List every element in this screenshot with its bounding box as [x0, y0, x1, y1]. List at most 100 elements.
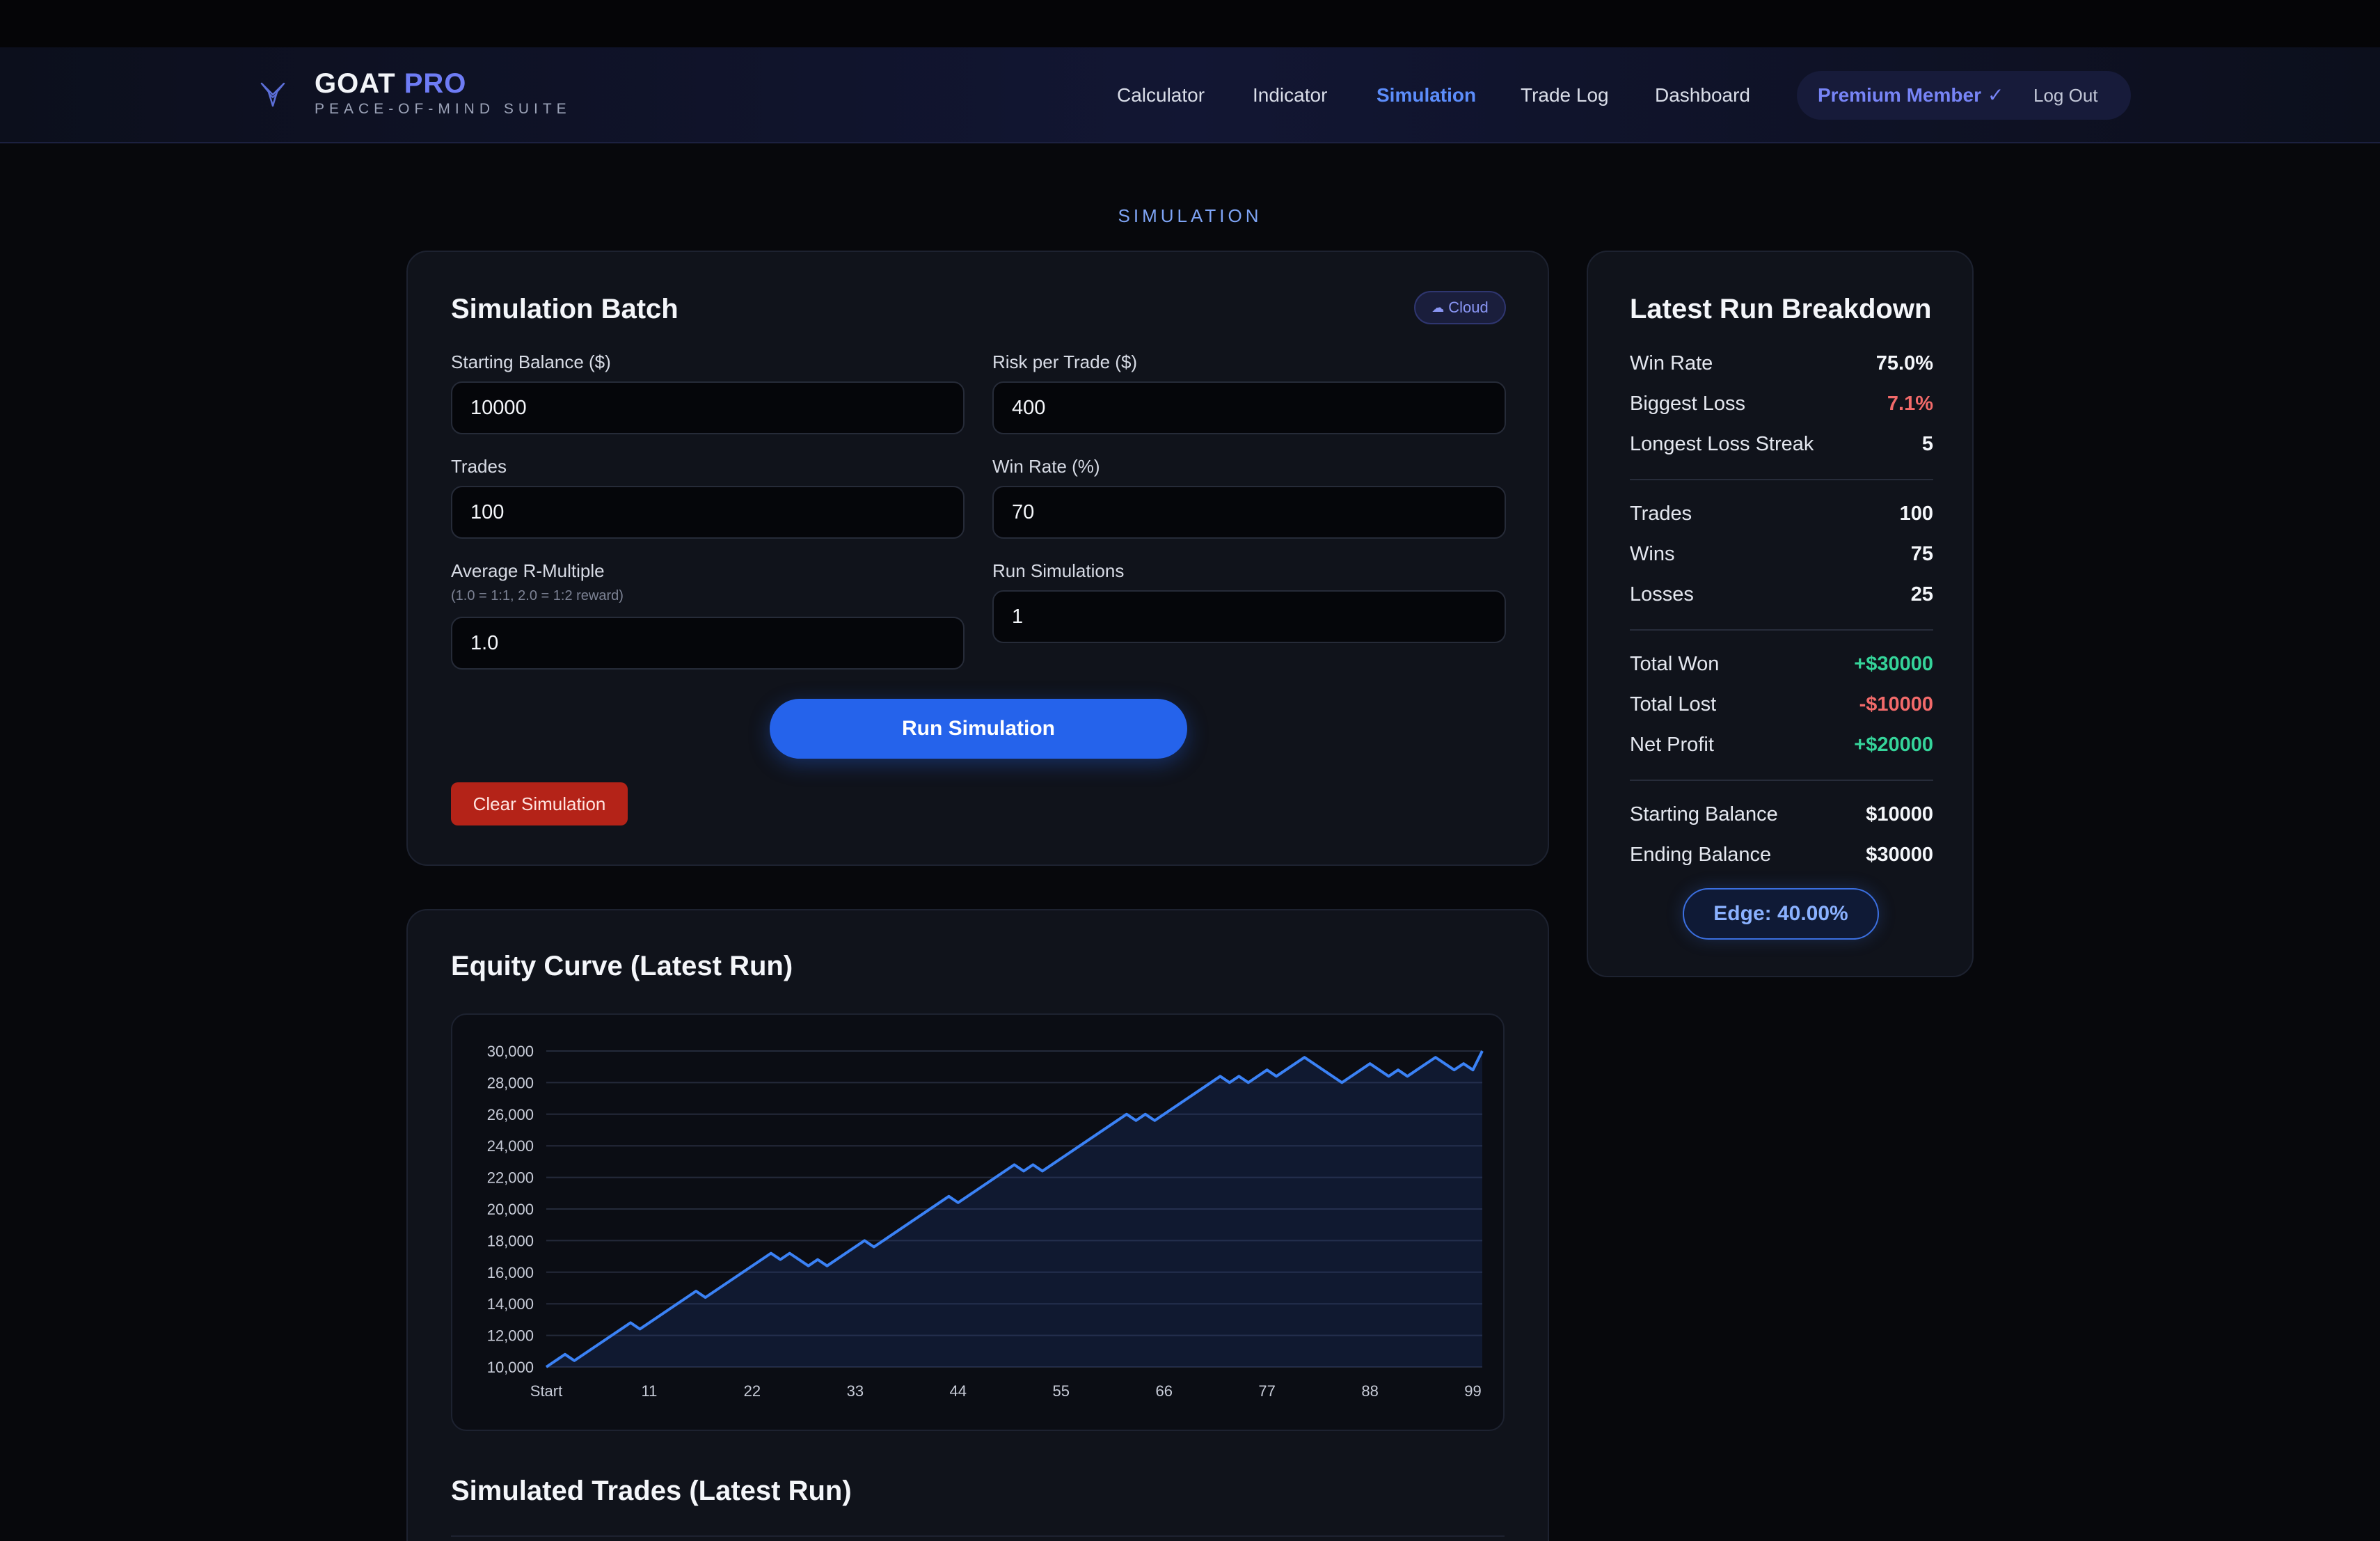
check-icon: ✓ — [1988, 84, 2004, 106]
y-tick-label: 20,000 — [487, 1201, 534, 1218]
cloud-badge: ☁ Cloud — [1414, 291, 1506, 324]
logout-button[interactable]: Log Out — [2033, 85, 2098, 106]
win-rate-input[interactable] — [992, 486, 1506, 539]
stat-longest-loss-streak: Longest Loss Streak 5 — [1630, 430, 1933, 458]
trades-input[interactable] — [451, 486, 965, 539]
nav-dashboard[interactable]: Dashboard — [1655, 84, 1750, 106]
stat-value: -$10000 — [1859, 693, 1933, 716]
brand-name: GOAT PRO — [315, 68, 467, 99]
x-tick-label: 66 — [1155, 1382, 1172, 1400]
stat-label: Wins — [1630, 543, 1675, 565]
stat-value: +$20000 — [1854, 734, 1933, 756]
avg-r-multiple-input[interactable] — [451, 617, 965, 670]
stat-ending-balance: Ending Balance $30000 — [1630, 841, 1933, 869]
equity-title: Equity Curve (Latest Run) — [451, 951, 793, 981]
nav-indicator[interactable]: Indicator — [1253, 84, 1328, 106]
stat-label: Ending Balance — [1630, 844, 1772, 866]
stat-net-profit: Net Profit +$20000 — [1630, 731, 1933, 759]
stat-win-rate: Win Rate 75.0% — [1630, 349, 1933, 377]
win-rate-label: Win Rate (%) — [992, 456, 1100, 477]
run-simulation-button[interactable]: Run Simulation — [770, 699, 1187, 759]
x-tick-label: 22 — [744, 1382, 761, 1400]
simulation-batch-card: Simulation Batch ☁ Cloud Starting Balanc… — [406, 251, 1549, 866]
stat-starting-balance: Starting Balance $10000 — [1630, 800, 1933, 828]
divider — [1630, 780, 1933, 781]
stat-value: 5 — [1921, 433, 1933, 455]
nav-simulation[interactable]: Simulation — [1377, 84, 1477, 106]
x-tick-label: 55 — [1053, 1382, 1070, 1400]
clear-simulation-button[interactable]: Clear Simulation — [451, 782, 628, 825]
equity-chart-svg: 10,000 12,000 14,000 16,000 18,000 20,000 22,0… — [487, 1043, 1484, 1400]
goat-logo-icon — [260, 82, 285, 107]
trades-label: Trades — [451, 456, 507, 477]
avg-r-multiple-label: Average R-Multiple — [451, 560, 605, 581]
brand[interactable]: GOAT PRO PEACE-OF-MIND SUITE — [315, 68, 571, 118]
stat-value: 7.1% — [1887, 393, 1933, 415]
stat-biggest-loss: Biggest Loss 7.1% — [1630, 390, 1933, 418]
premium-member-badge[interactable]: Premium Member — [1818, 84, 1981, 106]
avg-r-multiple-hint: (1.0 = 1:1, 2.0 = 1:2 reward) — [451, 588, 624, 603]
stat-total-lost: Total Lost -$10000 — [1630, 690, 1933, 718]
stat-value: 75 — [1910, 543, 1933, 565]
nav-calculator[interactable]: Calculator — [1117, 84, 1205, 106]
stat-label: Trades — [1630, 503, 1692, 525]
y-tick-label: 22,000 — [487, 1169, 534, 1187]
x-tick-label: 33 — [847, 1382, 864, 1400]
cloud-badge-label: Cloud — [1448, 299, 1489, 316]
run-simulations-input[interactable] — [992, 590, 1506, 643]
run-simulations-label: Run Simulations — [992, 560, 1125, 581]
simulated-trades-title: Simulated Trades (Latest Run) — [451, 1476, 852, 1506]
x-tick-label: 77 — [1258, 1382, 1275, 1400]
stat-value: 25 — [1910, 583, 1933, 606]
y-tick-label: 12,000 — [487, 1327, 534, 1345]
x-tick-label: 44 — [950, 1382, 967, 1400]
stat-label: Net Profit — [1630, 734, 1714, 756]
stat-value: 100 — [1899, 503, 1933, 525]
x-tick-label: 11 — [642, 1382, 658, 1400]
risk-per-trade-input[interactable] — [992, 381, 1506, 434]
member-pill: Premium Member ✓ Log Out — [1797, 71, 2131, 120]
brand-name-accent: PRO — [404, 68, 467, 99]
equity-area — [546, 1051, 1482, 1367]
divider — [1630, 479, 1933, 480]
y-tick-label: 28,000 — [487, 1074, 534, 1091]
stat-losses: Losses 25 — [1630, 580, 1933, 608]
divider — [1630, 629, 1933, 631]
equity-curve-card: Equity Curve (Latest Run) 10,000 12,000 14… — [406, 909, 1549, 1541]
stat-trades: Trades 100 — [1630, 500, 1933, 528]
y-tick-label: 10,000 — [487, 1359, 534, 1376]
stat-label: Losses — [1630, 583, 1694, 606]
x-tick-label: 99 — [1464, 1382, 1481, 1400]
equity-line — [545, 1050, 1484, 1368]
y-tick-label: 14,000 — [487, 1295, 534, 1313]
starting-balance-input[interactable] — [451, 381, 965, 434]
equity-chart: 10,000 12,000 14,000 16,000 18,000 20,000 22,0… — [451, 1013, 1505, 1431]
stat-label: Win Rate — [1630, 352, 1713, 374]
stat-value: 75.0% — [1875, 352, 1933, 374]
window-top-strip — [0, 0, 2380, 47]
edge-badge: Edge: 40.00% — [1683, 888, 1879, 940]
brand-tagline: PEACE-OF-MIND SUITE — [315, 101, 571, 117]
stat-wins: Wins 75 — [1630, 540, 1933, 568]
starting-balance-label: Starting Balance ($) — [451, 351, 611, 372]
section-label: SIMULATION — [1118, 205, 1262, 226]
y-tick-label: 24,000 — [487, 1137, 534, 1155]
stat-value: +$30000 — [1854, 653, 1933, 675]
stat-value: $30000 — [1866, 844, 1933, 866]
stat-total-won: Total Won +$30000 — [1630, 650, 1933, 678]
breakdown-title: Latest Run Breakdown — [1630, 294, 1932, 324]
stat-value: $10000 — [1866, 803, 1933, 825]
batch-title: Simulation Batch — [451, 294, 679, 324]
stat-label: Total Won — [1630, 653, 1720, 675]
stat-label: Longest Loss Streak — [1630, 433, 1814, 455]
x-tick-label: 88 — [1361, 1382, 1378, 1400]
trades-table-top — [451, 1535, 1505, 1537]
latest-run-breakdown-card: Latest Run Breakdown Win Rate 75.0% Bigg… — [1587, 251, 1974, 977]
risk-per-trade-label: Risk per Trade ($) — [992, 351, 1138, 372]
y-tick-label: 16,000 — [487, 1264, 534, 1281]
cloud-icon: ☁ — [1431, 300, 1445, 315]
x-tick-label: Start — [530, 1382, 562, 1400]
y-tick-label: 30,000 — [487, 1043, 534, 1060]
y-tick-label: 18,000 — [487, 1232, 534, 1249]
nav-trade-log[interactable]: Trade Log — [1521, 84, 1609, 106]
